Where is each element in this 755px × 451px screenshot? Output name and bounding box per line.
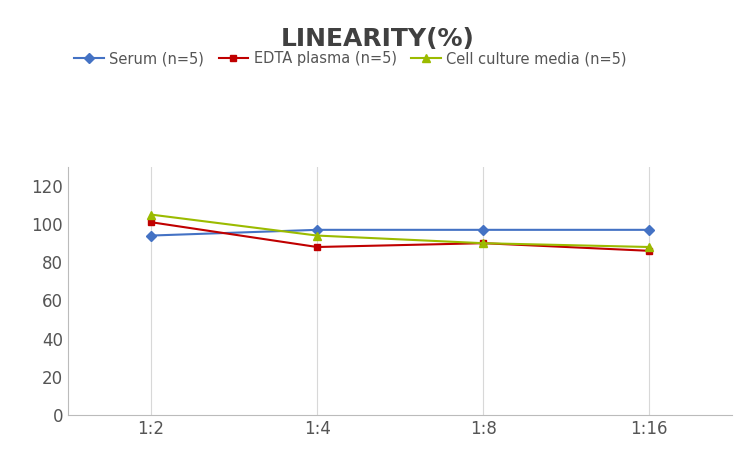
Cell culture media (n=5) xyxy=(313,233,322,238)
Line: EDTA plasma (n=5): EDTA plasma (n=5) xyxy=(147,219,653,254)
Serum (n=5) xyxy=(313,227,322,233)
Serum (n=5) xyxy=(146,233,156,238)
Serum (n=5) xyxy=(479,227,488,233)
Cell culture media (n=5) xyxy=(479,240,488,246)
Line: Serum (n=5): Serum (n=5) xyxy=(147,226,653,239)
Serum (n=5) xyxy=(645,227,654,233)
Cell culture media (n=5) xyxy=(645,244,654,250)
EDTA plasma (n=5) xyxy=(645,248,654,253)
Legend: Serum (n=5), EDTA plasma (n=5), Cell culture media (n=5): Serum (n=5), EDTA plasma (n=5), Cell cul… xyxy=(69,45,633,72)
EDTA plasma (n=5) xyxy=(479,240,488,246)
EDTA plasma (n=5) xyxy=(146,220,156,225)
Cell culture media (n=5) xyxy=(146,212,156,217)
EDTA plasma (n=5) xyxy=(313,244,322,250)
Text: LINEARITY(%): LINEARITY(%) xyxy=(281,27,474,51)
Line: Cell culture media (n=5): Cell culture media (n=5) xyxy=(146,211,654,251)
